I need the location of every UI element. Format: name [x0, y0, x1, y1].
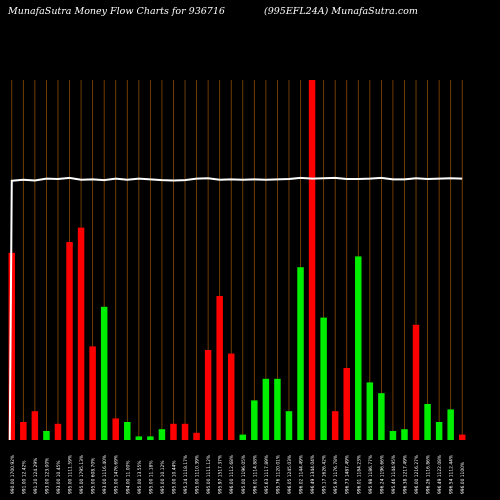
- money-flow-bar: [216, 296, 223, 440]
- x-tick-label: 995.97 1176.78%: [333, 455, 339, 494]
- x-tick-label: 996.49 1122.08%: [437, 455, 443, 494]
- x-tick-label: 995.98 1186.77%: [368, 455, 374, 494]
- money-flow-bar: [458, 434, 466, 440]
- x-tick-label: 995.63 1117.89%: [264, 455, 270, 494]
- money-flow-bar: [355, 256, 362, 440]
- x-tick-label: 993.00 123.00%: [44, 458, 50, 494]
- money-flow-bar: [31, 411, 39, 440]
- money-flow-bar: [100, 306, 108, 440]
- x-tick-label: 996.26 1116.86%: [426, 455, 432, 494]
- x-tick-label: 995.00 11.18%: [148, 460, 154, 494]
- money-flow-bar: [424, 404, 431, 440]
- money-flow-bar: [297, 267, 304, 440]
- x-tick-label: 996.24 1196.66%: [379, 455, 385, 494]
- money-flow-bar: [366, 382, 374, 440]
- money-flow-bar: [204, 350, 212, 440]
- money-flow-bar: [227, 353, 235, 440]
- money-flow-bar: [378, 393, 385, 440]
- money-flow-bar: [251, 400, 258, 440]
- x-tick-label: 994.00 11.00%: [125, 460, 131, 494]
- x-tick-label: 995.00 1795.13%: [79, 455, 85, 494]
- money-flow-bar: [181, 423, 189, 440]
- price-line: [8, 176, 463, 441]
- money-flow-bar: [158, 429, 166, 440]
- money-flow-bar: [320, 317, 327, 440]
- x-tick-label: 996.05 1245.03%: [287, 455, 293, 494]
- money-flow-bar: [124, 422, 131, 440]
- x-tick-label: 995.24 1118.17%: [183, 455, 189, 494]
- x-tick-label: 996.73 1487.49%: [345, 455, 351, 494]
- x-tick-label: 995.00 10.12%: [160, 460, 166, 494]
- money-flow-bar: [89, 346, 96, 440]
- money-flow-bar: [412, 324, 420, 440]
- x-tick-label: 993.00 1116.40%: [102, 455, 108, 494]
- money-flow-bar: [308, 80, 316, 440]
- money-flow-bar: [262, 378, 270, 440]
- money-flow-bar: [447, 409, 454, 440]
- x-tick-label: 995.00 1111.12%: [206, 455, 212, 494]
- money-flow-bar: [112, 418, 119, 440]
- x-tick-label: 996.00 1112.68%: [229, 455, 235, 494]
- money-flow-bar: [54, 423, 62, 440]
- x-tick-label: 996.01 1114.88%: [252, 455, 258, 494]
- x-tick-label: 996.38 1217.49%: [402, 455, 408, 494]
- money-flow-bar: [8, 252, 16, 440]
- money-flow-bar: [77, 227, 85, 440]
- x-tick-label: 990.00 1700.92%: [10, 455, 16, 494]
- x-tick-label: 995.00 608.70%: [91, 458, 97, 494]
- money-flow-bar: [401, 429, 408, 440]
- money-flow-bar: [147, 436, 154, 440]
- x-tick-label: 996.00 1216.27%: [414, 455, 420, 494]
- money-flow-bar: [389, 431, 397, 440]
- money-flow-bar: [66, 242, 73, 440]
- x-tick-label: 996.00 1100%: [460, 462, 466, 494]
- x-tick-label: 995.00 1196.05%: [241, 455, 247, 494]
- x-tick-label: 993.00 10.45%: [56, 460, 62, 494]
- x-tick-label: 995.00 1110.39%: [195, 455, 201, 494]
- money-flow-bar: [20, 422, 27, 440]
- money-flow-bar: [285, 411, 293, 440]
- money-flow-bar: [435, 422, 443, 440]
- x-tick-label: 995.17 1626.42%: [322, 455, 328, 494]
- x-tick-label: 996.49 1344.04%: [310, 455, 316, 494]
- money-flow-bar: [193, 432, 200, 440]
- chart-title: MunafaSutra Money Flow Charts for 936716: [8, 6, 225, 17]
- x-tick-label: 995.97 1517.37%: [218, 455, 224, 494]
- money-flow-bar: [331, 411, 339, 440]
- x-tick-label: 995.76 1120.01%: [275, 455, 281, 494]
- x-tick-label: 995.00 1476.69%: [114, 455, 120, 494]
- x-tick-label: 995.00 1111.59%: [68, 455, 74, 494]
- x-tick-label: 996.01 1184.23%: [356, 455, 362, 494]
- x-tick-label: 996.54 1112.44%: [449, 455, 455, 494]
- money-flow-bar: [343, 368, 350, 440]
- x-tick-label: 995.00 13.55%: [137, 460, 143, 494]
- x-tick-label: 991.20 124.29%: [33, 458, 39, 494]
- money-flow-bar: [43, 431, 50, 440]
- x-tick-label: 991.00 12.42%: [21, 460, 27, 494]
- x-tick-label: 996.02 1144.49%: [299, 455, 305, 494]
- money-flow-bar: [274, 378, 281, 440]
- x-tick-label: 995.00 10.44%: [171, 460, 177, 494]
- chart-subtitle: (995EFL24A) MunafaSutra.com: [264, 6, 418, 17]
- x-tick-label: 995.46 1144.95%: [391, 455, 397, 494]
- money-flow-bar: [170, 423, 177, 440]
- money-flow-bar: [135, 436, 143, 440]
- money-flow-bar: [239, 434, 247, 440]
